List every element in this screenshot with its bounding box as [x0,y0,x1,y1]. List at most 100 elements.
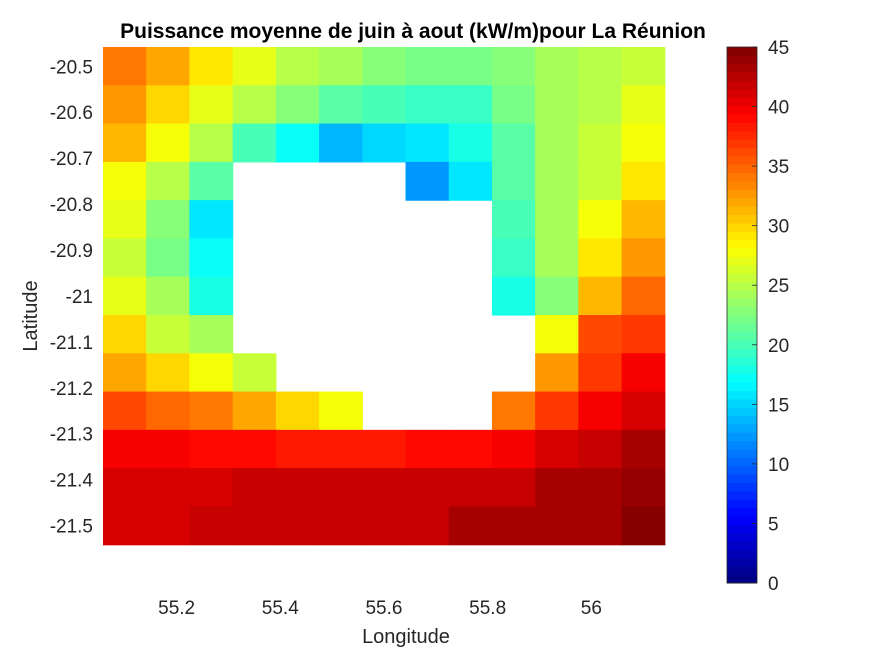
colorbar-level [727,197,757,207]
heatmap-cell [491,123,536,163]
heatmap-cell [362,429,407,469]
colorbar-level [727,264,757,274]
heatmap-cell [621,315,666,354]
colorbar-level [727,507,757,517]
heatmap-cell [578,238,623,278]
colorbar-level [727,164,757,174]
heatmap-cell [362,85,407,125]
colorbar-level [727,315,757,324]
heatmap-cell [232,468,277,508]
x-tick-label: 56 [581,598,602,619]
heatmap-cell [362,468,407,508]
colorbar-tick-label: 45 [768,38,789,59]
heatmap-cell [448,429,493,469]
heatmap-cell [491,161,536,201]
heatmap-cell [189,85,234,125]
heatmap-cell [621,85,666,125]
heatmap-cell [491,47,536,86]
colorbar-level [727,281,757,291]
heatmap-cell [275,391,320,431]
heatmap-cell [535,391,579,431]
colorbar-level [727,516,757,525]
heatmap-cell [405,506,450,546]
colorbar-tick-label: 30 [768,217,789,238]
heatmap-cell [103,238,147,278]
heatmap-cell [621,353,666,393]
y-axis-label: Latitude [20,280,42,351]
heatmap-cell [621,47,666,86]
heatmap-cell [621,161,666,201]
colorbar-tick-label: 25 [768,276,789,297]
heatmap-cell [319,47,363,86]
colorbar-level [727,189,757,199]
heatmap-cell [578,506,623,546]
heatmap-cell [448,47,493,86]
colorbar-level [727,298,757,308]
heatmap-cell [146,315,191,354]
heatmap-cell [578,276,623,316]
heatmap-cell [491,276,536,316]
heatmap-cell [189,391,234,431]
heatmap-cell [405,85,450,125]
colorbar-level [727,97,757,107]
y-tick-label: -21.2 [50,379,93,400]
heatmap-cell [405,468,450,508]
colorbar-level [727,432,757,442]
colorbar-level [727,323,757,333]
colorbar-level [727,541,757,551]
heatmap-cell [535,315,579,354]
colorbar-level [727,222,757,232]
colorbar-tick-label: 0 [768,574,779,595]
heatmap-cell [621,468,666,508]
heatmap-cell [319,123,363,163]
colorbar-tick-label: 35 [768,157,789,178]
heatmap-cell [448,506,493,546]
heatmap-cell [578,47,623,86]
colorbar-level [727,147,757,157]
heatmap-cell [535,506,579,546]
heatmap-cell [362,47,407,86]
heatmap-cell [535,123,579,163]
heatmap-cell [578,468,623,508]
colorbar-level [727,256,757,266]
colorbar-level [727,63,757,73]
colorbar-level [727,423,757,433]
heatmap-cell [405,47,450,86]
colorbar-level [727,382,757,391]
heatmap-cell [232,429,277,469]
colorbar-level [727,181,757,190]
y-tick-label: -20.7 [50,149,93,170]
heatmap-cell [535,276,579,316]
heatmap-cell [146,85,191,125]
heatmap-cell [535,468,579,508]
heatmap-cell [189,353,234,393]
colorbar: 0 5 10 15 20 25 30 35 40 45 [726,38,789,595]
colorbar-level [727,289,757,299]
heatmap-cell [189,468,234,508]
heatmap-cell [621,238,666,278]
y-tick-label: -21.3 [50,425,93,446]
heatmap-cell [146,506,191,546]
colorbar-level [727,331,757,341]
heatmap-cell [103,391,147,431]
heatmap-cell [275,429,320,469]
heatmap-cell [189,47,234,86]
heatmap-cell [319,85,363,125]
colorbar-level [727,88,757,98]
colorbar-level [727,356,757,366]
heatmap-cell [189,276,234,316]
colorbar-level [727,365,757,375]
heatmap-cell [405,161,450,201]
x-tick-label: 55.2 [158,598,195,619]
colorbar-tick-label: 10 [768,455,789,476]
colorbar-level [727,155,757,165]
colorbar-tick-label: 20 [768,336,789,357]
colorbar-level [727,130,757,140]
heatmap-cell [189,506,234,546]
heatmap-cell [189,161,234,201]
heatmap-cell [535,238,579,278]
colorbar-level [727,566,757,576]
colorbar-frame [726,46,758,584]
x-axis-label: Longitude [362,626,450,648]
heatmap-cell [146,468,191,508]
